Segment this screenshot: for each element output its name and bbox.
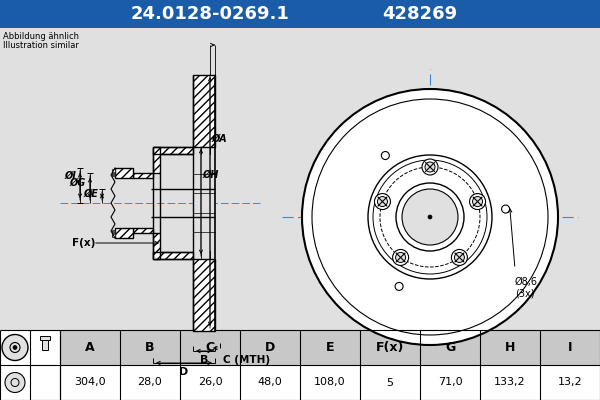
Text: G: G xyxy=(445,341,455,354)
Circle shape xyxy=(470,194,485,210)
Circle shape xyxy=(392,250,409,266)
Polygon shape xyxy=(153,233,160,259)
Circle shape xyxy=(10,342,20,352)
Circle shape xyxy=(402,189,458,245)
Circle shape xyxy=(374,194,391,210)
Bar xyxy=(112,233,115,236)
Polygon shape xyxy=(153,147,160,173)
Circle shape xyxy=(382,152,389,160)
Bar xyxy=(112,231,115,234)
Bar xyxy=(0,0,600,28)
Text: 24.0128-0269.1: 24.0128-0269.1 xyxy=(131,5,289,23)
Circle shape xyxy=(396,183,464,251)
Text: 26,0: 26,0 xyxy=(197,378,223,388)
Text: Abbildung ähnlich: Abbildung ähnlich xyxy=(3,32,79,41)
Text: 13,2: 13,2 xyxy=(557,378,583,388)
Text: F(x): F(x) xyxy=(376,341,404,354)
Text: B: B xyxy=(145,341,155,354)
Polygon shape xyxy=(193,259,215,331)
Bar xyxy=(40,336,50,340)
Text: 5: 5 xyxy=(386,378,394,388)
Bar xyxy=(112,234,115,237)
Circle shape xyxy=(502,205,509,213)
Circle shape xyxy=(11,378,19,386)
Bar xyxy=(112,172,115,175)
Text: 133,2: 133,2 xyxy=(494,378,526,388)
Bar xyxy=(112,169,115,172)
Polygon shape xyxy=(153,147,193,154)
Polygon shape xyxy=(153,252,193,259)
Circle shape xyxy=(473,196,482,206)
Bar xyxy=(42,340,48,350)
Text: D: D xyxy=(179,367,188,377)
Text: C: C xyxy=(205,341,215,354)
Text: 108,0: 108,0 xyxy=(314,378,346,388)
Text: 428269: 428269 xyxy=(382,5,458,23)
Bar xyxy=(112,170,115,173)
Text: 48,0: 48,0 xyxy=(257,378,283,388)
Circle shape xyxy=(451,250,467,266)
Circle shape xyxy=(395,252,406,262)
Circle shape xyxy=(5,372,25,392)
Circle shape xyxy=(302,89,558,345)
Bar xyxy=(0,330,600,400)
Text: Illustration similar: Illustration similar xyxy=(3,41,79,50)
Bar xyxy=(148,188,215,218)
Text: E: E xyxy=(326,341,334,354)
Text: F(x): F(x) xyxy=(72,238,95,248)
Circle shape xyxy=(428,215,432,219)
Text: 71,0: 71,0 xyxy=(437,378,463,388)
Text: ØH: ØH xyxy=(202,170,218,180)
Text: C (MTH): C (MTH) xyxy=(223,355,270,365)
Polygon shape xyxy=(193,75,215,147)
Polygon shape xyxy=(115,168,133,178)
Circle shape xyxy=(2,334,28,360)
Polygon shape xyxy=(115,228,133,238)
Text: 304,0: 304,0 xyxy=(74,378,106,388)
Circle shape xyxy=(425,162,435,172)
Bar xyxy=(112,232,115,235)
Bar xyxy=(112,171,115,174)
Polygon shape xyxy=(133,173,153,178)
Circle shape xyxy=(13,346,17,350)
Text: 28,0: 28,0 xyxy=(137,378,163,388)
Circle shape xyxy=(454,252,464,262)
Text: A: A xyxy=(85,341,95,354)
Text: D: D xyxy=(265,341,275,354)
Circle shape xyxy=(395,282,403,290)
Text: I: I xyxy=(568,341,572,354)
Bar xyxy=(112,174,115,176)
Circle shape xyxy=(422,159,438,175)
Circle shape xyxy=(368,155,492,279)
Text: ØE: ØE xyxy=(83,189,98,199)
Text: B: B xyxy=(200,355,208,365)
Text: ØA: ØA xyxy=(211,134,227,144)
Text: H: H xyxy=(505,341,515,354)
Polygon shape xyxy=(133,228,153,233)
Bar xyxy=(60,330,600,365)
Circle shape xyxy=(377,196,388,206)
Text: ØI: ØI xyxy=(64,170,76,180)
Bar xyxy=(60,330,600,365)
Bar xyxy=(193,155,215,251)
Text: ØG: ØG xyxy=(70,178,86,188)
Bar xyxy=(112,230,115,232)
Text: Ø8,6
(3x): Ø8,6 (3x) xyxy=(515,277,538,298)
